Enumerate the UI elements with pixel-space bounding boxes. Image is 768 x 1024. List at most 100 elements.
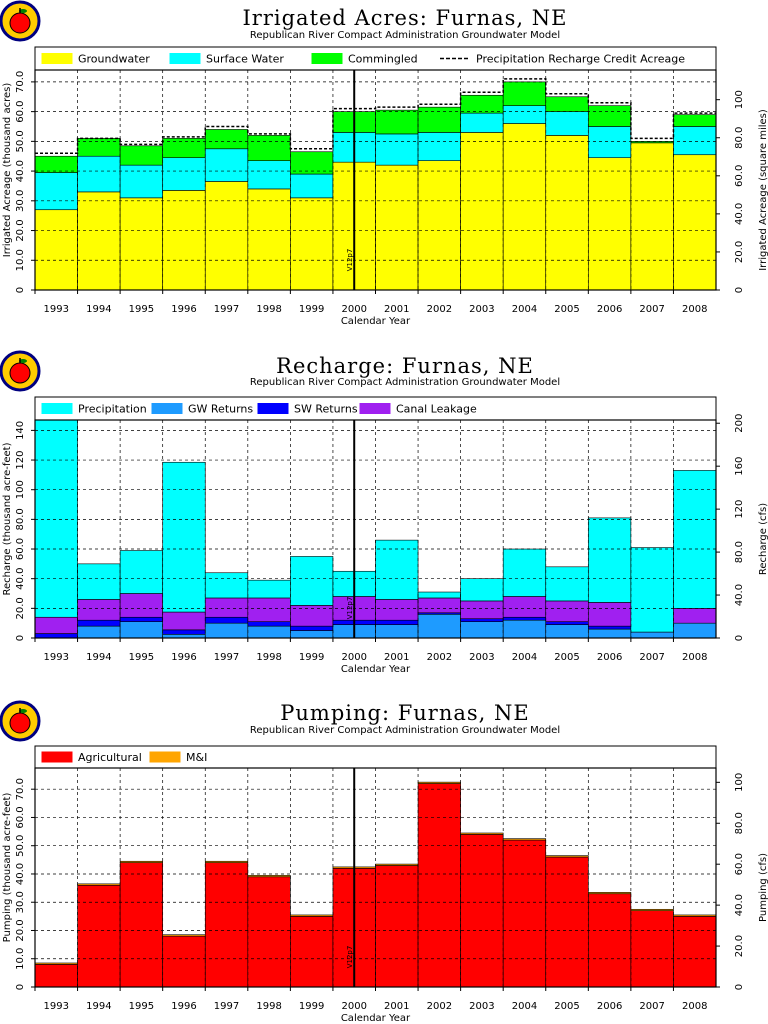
bar-sw-returns-1998 xyxy=(247,621,291,627)
legend-label-1: Groundwater xyxy=(78,53,150,66)
ytick-label-2: 20.0 xyxy=(15,219,26,241)
ytick-label-6: 60.0 xyxy=(15,100,26,122)
legend-label-2: M&I xyxy=(186,751,207,764)
chart-title: Irrigated Acres: Furnas, NE xyxy=(243,6,568,30)
legend-swatch-3 xyxy=(311,53,343,64)
xtick-label-2000: 2000 xyxy=(341,1001,366,1012)
bar-groundwater-1997 xyxy=(204,181,249,291)
bar-surface-water-1994 xyxy=(77,155,121,193)
xtick-label-2008: 2008 xyxy=(682,1001,707,1012)
ytick-label-6: 60.0 xyxy=(15,806,26,828)
bar-m-i-2005 xyxy=(545,855,589,858)
xtick-label-2006: 2006 xyxy=(597,1001,622,1012)
xtick-label-2007: 2007 xyxy=(639,304,664,315)
bar-precipitation-2008 xyxy=(673,470,717,609)
bar-precipitation-1994 xyxy=(77,563,121,600)
xtick-label-1993: 1993 xyxy=(44,1001,69,1012)
xtick-label-2005: 2005 xyxy=(554,304,579,315)
xtick-label-1997: 1997 xyxy=(214,1001,239,1012)
xtick-label-1996: 1996 xyxy=(171,304,196,315)
y2tick-label-5: 200 xyxy=(734,414,745,433)
xtick-label-2003: 2003 xyxy=(469,304,494,315)
ytick-label-4: 80.0 xyxy=(15,508,26,530)
legend-label-3: Commingled xyxy=(348,53,418,66)
bar-sw-returns-1994 xyxy=(77,619,121,627)
bar-agricultural-2003 xyxy=(460,834,504,988)
bar-precipitation-1993 xyxy=(34,419,78,618)
model-version-label: V12p7 xyxy=(346,249,354,272)
xtick-label-1997: 1997 xyxy=(214,652,239,663)
logo-apple-1 xyxy=(9,12,31,34)
bar-groundwater-2007 xyxy=(630,142,674,291)
y2tick-label-1: 40.0 xyxy=(734,584,745,606)
xtick-label-2002: 2002 xyxy=(427,1001,452,1012)
legend-swatch-2 xyxy=(151,403,183,414)
xtick-label-2007: 2007 xyxy=(639,1001,664,1012)
y2tick-label-5: 100 xyxy=(734,90,745,109)
chart-subtitle: Republican River Compact Administration … xyxy=(250,30,560,41)
bar-agricultural-2006 xyxy=(588,893,632,988)
bar-gw-returns-1994 xyxy=(77,625,121,639)
bar-m-i-2002 xyxy=(417,781,461,784)
bar-commingled-1995 xyxy=(119,145,163,166)
chart-subtitle: Republican River Compact Administration … xyxy=(250,377,560,388)
xtick-label-2003: 2003 xyxy=(469,652,494,663)
y2tick-label-0: 0 xyxy=(734,984,745,990)
bar-precipitation-1999 xyxy=(290,556,334,606)
bar-precipitation-2001 xyxy=(375,539,419,600)
xtick-label-1996: 1996 xyxy=(171,1001,196,1012)
bar-agricultural-1996 xyxy=(162,935,206,988)
bar-groundwater-2006 xyxy=(588,157,632,291)
bar-groundwater-1994 xyxy=(77,191,121,291)
bar-m-i-1993 xyxy=(34,962,78,965)
bar-commingled-2005 xyxy=(545,96,589,112)
bar-precipitation-2005 xyxy=(545,566,589,602)
legend-swatch-1 xyxy=(41,53,73,64)
bar-canal-leakage-1993 xyxy=(34,616,78,634)
bar-m-i-1996 xyxy=(162,934,206,937)
legend-swatch-1 xyxy=(41,403,73,414)
xtick-label-1994: 1994 xyxy=(86,1001,111,1012)
bar-canal-leakage-2002 xyxy=(417,597,461,614)
legend-label-2: GW Returns xyxy=(188,403,253,416)
bar-surface-water-1997 xyxy=(204,148,249,182)
bar-groundwater-1995 xyxy=(119,197,163,291)
bar-m-i-1995 xyxy=(119,860,163,863)
bar-agricultural-1995 xyxy=(119,862,163,988)
xtick-label-1998: 1998 xyxy=(256,304,281,315)
bar-gw-returns-1998 xyxy=(247,625,291,639)
bar-precipitation-1996 xyxy=(162,461,206,613)
legend-swatch-2 xyxy=(169,53,201,64)
bar-sw-returns-2006 xyxy=(588,625,632,630)
y-axis-label: Recharge (thousand acre-feet) xyxy=(2,442,13,595)
bar-sw-returns-2005 xyxy=(545,621,589,625)
bar-surface-water-1996 xyxy=(162,157,206,191)
legend-label-line: Precipitation Recharge Credit Acreage xyxy=(476,53,685,66)
bar-commingled-2003 xyxy=(460,94,504,114)
xtick-label-1995: 1995 xyxy=(129,304,154,315)
bar-surface-water-2003 xyxy=(460,112,504,133)
bar-m-i-2001 xyxy=(375,863,419,866)
bar-commingled-2006 xyxy=(588,105,632,127)
ytick-label-0: 0 xyxy=(15,984,26,990)
xtick-label-1993: 1993 xyxy=(44,304,69,315)
ytick-label-3: 30.0 xyxy=(15,190,26,212)
bar-surface-water-2005 xyxy=(545,111,589,136)
bar-gw-returns-1997 xyxy=(204,622,249,639)
y2tick-label-0: 0 xyxy=(734,635,745,641)
bar-commingled-2001 xyxy=(375,109,419,135)
bar-agricultural-1997 xyxy=(204,862,249,988)
bar-groundwater-1999 xyxy=(290,197,334,291)
bar-m-i-2004 xyxy=(502,838,547,841)
bar-groundwater-2004 xyxy=(502,123,547,291)
bar-groundwater-2005 xyxy=(545,135,589,291)
xtick-label-2005: 2005 xyxy=(554,1001,579,1012)
y2tick-label-2: 40.0 xyxy=(734,894,745,916)
logo-apple-2 xyxy=(9,362,31,384)
bar-commingled-2008 xyxy=(673,114,717,127)
bar-sw-returns-2003 xyxy=(460,618,504,622)
bar-commingled-1998 xyxy=(247,135,291,161)
xtick-label-2005: 2005 xyxy=(554,652,579,663)
bar-surface-water-1993 xyxy=(34,172,78,211)
